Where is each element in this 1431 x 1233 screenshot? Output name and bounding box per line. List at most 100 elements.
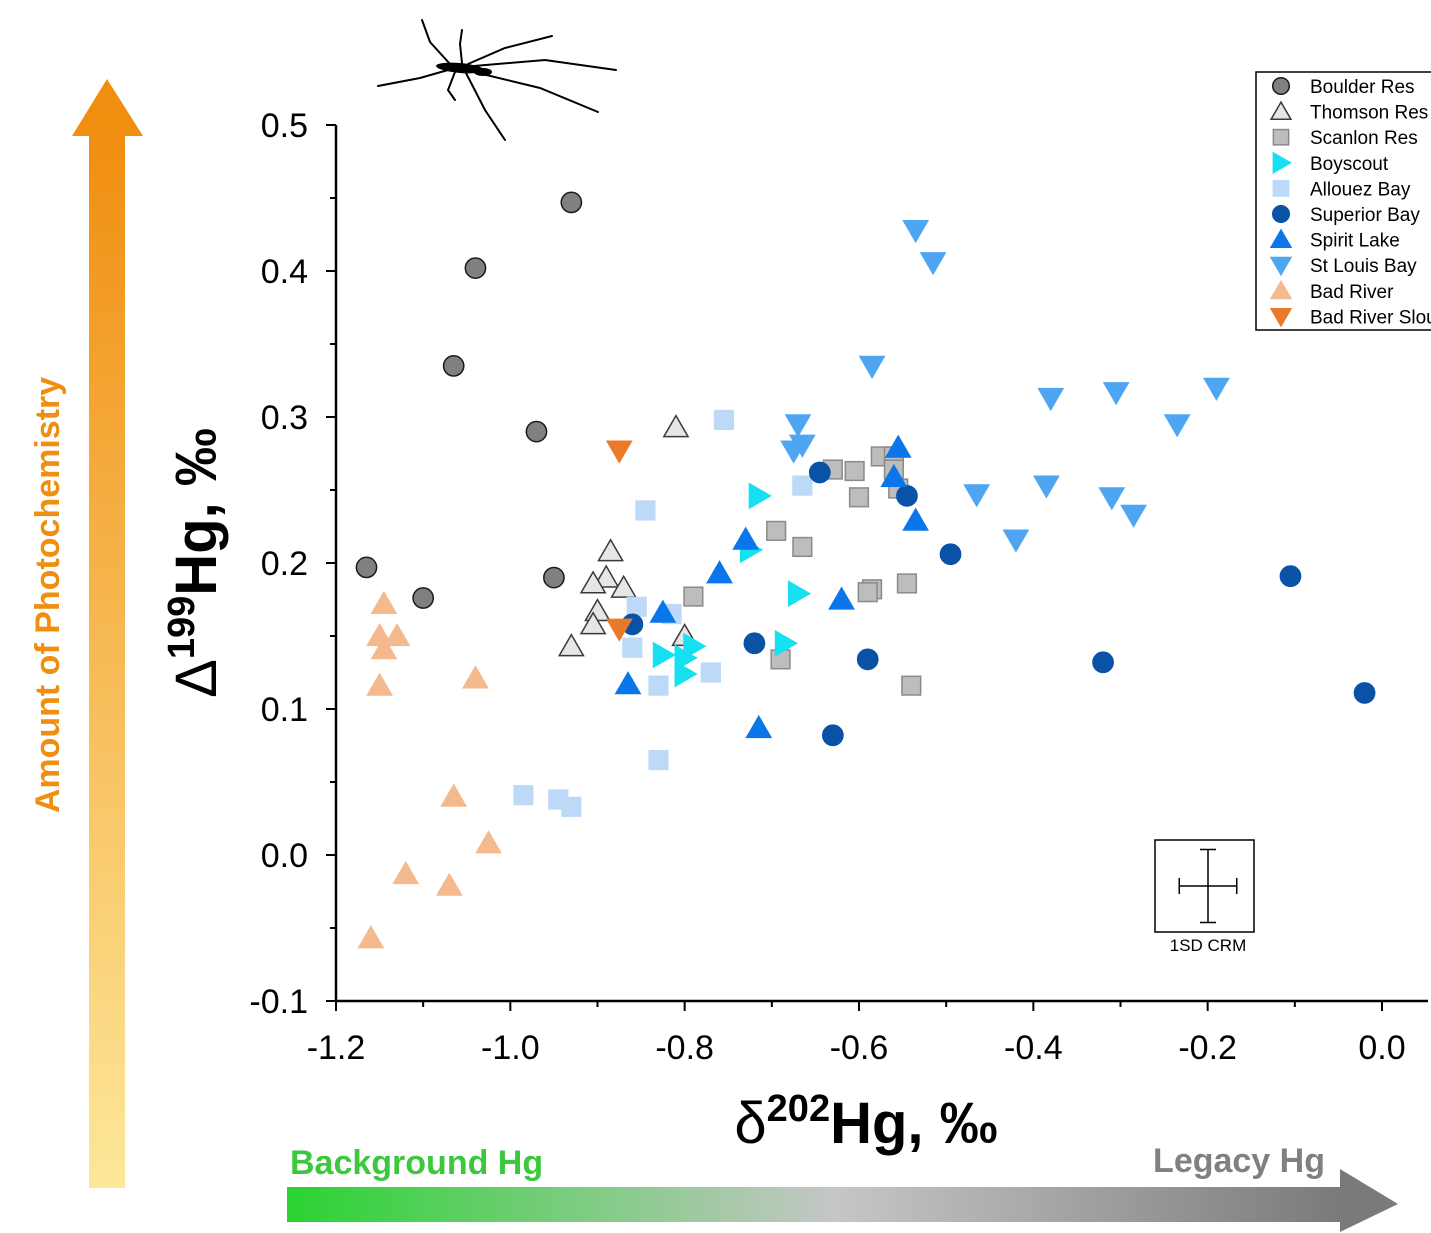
x-axis-title-base: δ <box>734 1091 766 1156</box>
x-tick-label: -0.2 <box>1178 1029 1237 1067</box>
data-point <box>896 573 918 594</box>
data-point <box>412 587 435 609</box>
legend-marker <box>1271 76 1291 96</box>
data-point <box>780 440 808 464</box>
data-point <box>1163 414 1191 438</box>
data-point <box>662 414 690 438</box>
axes: -1.2 -1.0 -0.8 -0.6 -0.4 -0.2 0.0 -0.1 0.0 0.1 0.2… <box>249 107 1428 1067</box>
data-point <box>683 586 704 607</box>
data-point <box>902 507 930 531</box>
data-point <box>939 543 962 566</box>
data-point <box>597 538 624 562</box>
series-allouez-bay <box>513 409 813 817</box>
legend-marker <box>1269 228 1293 248</box>
data-point <box>622 637 643 658</box>
data-point <box>858 355 886 379</box>
series-scanlon-res <box>683 446 922 696</box>
legend-marker <box>1269 308 1293 328</box>
y-tick-label: 0.1 <box>261 691 308 729</box>
data-point <box>610 574 638 598</box>
data-point <box>713 409 734 431</box>
y-axis-title-base: Δ <box>164 659 229 698</box>
data-point <box>683 632 707 660</box>
series-superior-bay <box>621 461 1376 747</box>
y-axis-title: Δ199Hg, ‰ <box>161 428 229 698</box>
legend-label: Thomson Res <box>1310 103 1428 124</box>
legacy-hg-arrow-head <box>1340 1169 1398 1232</box>
x-tick-label: 0.0 <box>1358 1029 1405 1067</box>
data-point <box>464 257 487 279</box>
data-point <box>919 252 947 276</box>
data-point <box>848 487 870 508</box>
data-point <box>605 618 633 642</box>
x-axis-title-rest: Hg, ‰ <box>830 1091 998 1156</box>
data-point <box>808 461 831 484</box>
y-axis-title-sup: 199 <box>161 596 203 659</box>
series-boyscout <box>652 482 812 688</box>
data-point <box>357 925 385 949</box>
data-point <box>1353 682 1376 704</box>
data-point <box>1098 487 1126 511</box>
data-point <box>748 482 772 510</box>
data-point <box>880 463 908 487</box>
data-point <box>462 665 489 689</box>
data-point <box>525 420 548 443</box>
data-point <box>442 355 465 377</box>
data-point <box>732 526 760 550</box>
data-point <box>745 714 773 739</box>
photochemistry-arrow-head <box>72 79 143 136</box>
data-points <box>355 191 1376 949</box>
data-point <box>475 830 502 854</box>
photochemistry-arrow-shaft <box>89 132 125 1188</box>
data-point <box>674 644 698 672</box>
data-point <box>1092 651 1114 674</box>
series-bad-river-slough <box>605 440 633 642</box>
data-point <box>1002 529 1030 553</box>
series-st-louis-bay <box>780 220 1230 553</box>
data-point <box>706 560 733 584</box>
data-point <box>856 648 879 671</box>
legend-marker <box>1269 256 1293 277</box>
data-point <box>648 750 669 771</box>
data-point <box>366 672 393 696</box>
data-point <box>383 622 411 647</box>
x-axis-title: δ202Hg, ‰ <box>734 1088 997 1156</box>
y-tick-label: 0.3 <box>261 399 308 437</box>
data-point <box>355 556 378 579</box>
photochemistry-arrow <box>72 79 143 1188</box>
data-point <box>774 629 798 657</box>
x-tick-label: -0.6 <box>830 1029 889 1067</box>
data-point <box>857 582 878 603</box>
data-point <box>440 783 468 807</box>
data-point <box>560 191 583 214</box>
legend-marker <box>1272 180 1290 197</box>
series-boulder-res <box>355 191 583 609</box>
data-point <box>884 434 912 458</box>
legend: Boulder Res Thomson Res Scanlon Res Boyscou… <box>1255 71 1431 331</box>
series-spirit-lake <box>614 434 930 739</box>
legend-label: Boulder Res <box>1310 77 1415 98</box>
legend-marker <box>1272 128 1290 146</box>
legend-marker <box>1271 204 1291 224</box>
data-point <box>605 440 633 464</box>
data-point <box>579 611 607 635</box>
data-point <box>370 636 398 660</box>
data-point <box>1202 377 1230 401</box>
x-tick-label: -0.4 <box>1004 1029 1063 1067</box>
data-point <box>821 724 844 747</box>
data-point <box>635 500 656 521</box>
data-point <box>674 660 698 688</box>
error-bar-label: 1SD CRM <box>1170 936 1247 955</box>
x-tick-label: -1.0 <box>481 1029 540 1067</box>
data-point <box>561 796 582 817</box>
legend-label: Bad River Slough <box>1310 307 1431 328</box>
data-point <box>828 586 855 610</box>
data-point <box>592 564 620 588</box>
series-bad-river <box>357 590 502 949</box>
data-point <box>652 641 676 669</box>
legend-label: Allouez Bay <box>1310 179 1411 200</box>
data-point <box>844 460 865 482</box>
photochemistry-arrow-label: Amount of Photochemistry <box>29 377 67 813</box>
data-point <box>902 220 930 244</box>
